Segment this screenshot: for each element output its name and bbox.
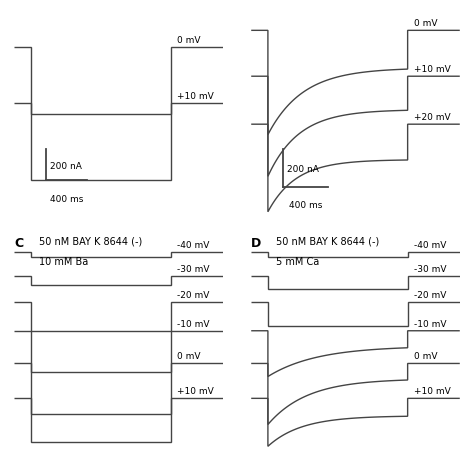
Text: +10 mV: +10 mV [177, 92, 214, 101]
Text: 50 nM BAY K 8644 (-): 50 nM BAY K 8644 (-) [276, 237, 380, 247]
Text: 0 mV: 0 mV [414, 352, 438, 361]
Text: -20 mV: -20 mV [177, 291, 210, 300]
Text: 10 mM Ba: 10 mM Ba [39, 256, 89, 266]
Text: 400 ms: 400 ms [50, 195, 83, 204]
Text: +20 mV: +20 mV [414, 113, 450, 122]
Text: -30 mV: -30 mV [414, 265, 447, 274]
Text: -10 mV: -10 mV [414, 319, 447, 328]
Text: 200 nA: 200 nA [50, 162, 82, 171]
Text: -30 mV: -30 mV [177, 265, 210, 274]
Text: C: C [14, 237, 23, 250]
Text: -40 mV: -40 mV [177, 241, 210, 250]
Text: +10 mV: +10 mV [177, 387, 214, 396]
Text: 50 nM BAY K 8644 (-): 50 nM BAY K 8644 (-) [39, 237, 143, 247]
Text: -20 mV: -20 mV [414, 291, 447, 300]
Text: +10 mV: +10 mV [414, 65, 451, 74]
Text: +10 mV: +10 mV [414, 387, 451, 396]
Text: 0 mV: 0 mV [177, 36, 201, 45]
Text: 0 mV: 0 mV [414, 19, 438, 28]
Text: 400 ms: 400 ms [289, 201, 322, 210]
Text: D: D [251, 237, 262, 250]
Text: 5 mM Ca: 5 mM Ca [276, 256, 319, 266]
Text: -40 mV: -40 mV [414, 241, 447, 250]
Text: 200 nA: 200 nA [287, 165, 319, 174]
Text: 0 mV: 0 mV [177, 352, 201, 361]
Text: -10 mV: -10 mV [177, 319, 210, 328]
